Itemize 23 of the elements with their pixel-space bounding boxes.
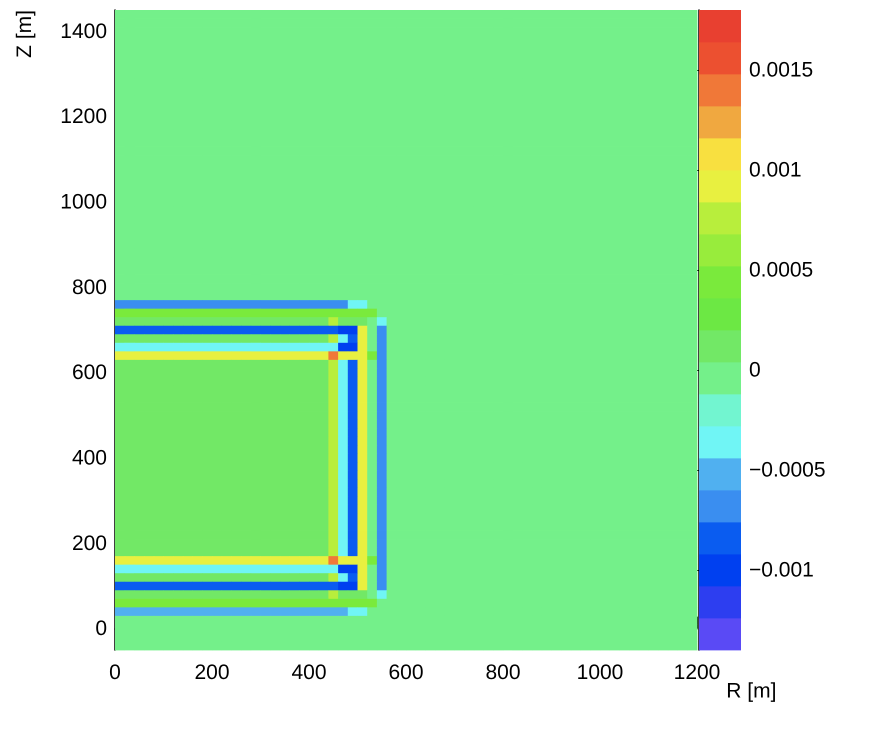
y-tick-label: 0	[95, 617, 107, 640]
y-tick-label: 600	[72, 361, 107, 384]
y-tick-label: 200	[72, 532, 107, 555]
color-bar-label: 0.001	[749, 158, 802, 182]
color-bar-label: 0.0005	[749, 258, 814, 282]
y-tick-label: 400	[72, 446, 107, 470]
color-bar-label: 0	[749, 358, 761, 382]
y-axis-title: Z [m]	[13, 10, 36, 58]
y-tick-label: 1000	[60, 190, 107, 214]
y-tick-label: 1400	[60, 20, 107, 43]
color-bar-label: −0.001	[749, 558, 814, 582]
x-tick-label: 400	[291, 661, 327, 684]
x-tick-label: 1000	[576, 661, 624, 684]
x-axis-title: R [m]	[726, 680, 776, 703]
x-tick-label: 600	[388, 661, 424, 684]
x-tick-label: 1200	[674, 661, 720, 684]
y-tick-label: 1200	[60, 105, 107, 128]
y-tick-label: 800	[72, 276, 107, 299]
color-bar-label: −0.0005	[749, 458, 826, 482]
color-bar-label: 0.0015	[749, 58, 814, 82]
x-tick-label: 0	[109, 661, 121, 684]
x-tick-label: 200	[194, 661, 230, 684]
x-tick-label: 800	[485, 661, 521, 684]
